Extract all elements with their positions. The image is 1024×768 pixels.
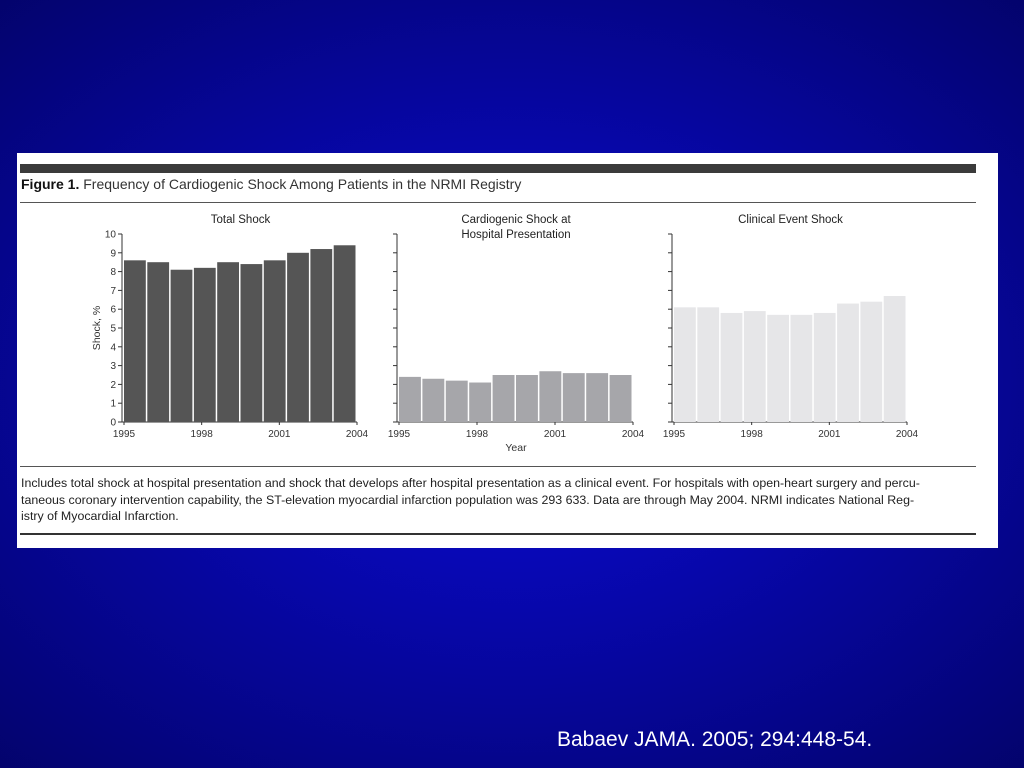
x-axis-label: Year [505,442,527,454]
bar [193,267,216,422]
bar [586,373,609,422]
figure-caption: Includes total shock at hospital present… [21,475,979,525]
x-tick-label: 2001 [544,429,567,440]
x-tick-label: 2004 [896,429,919,440]
y-tick-label: 1 [110,399,116,410]
bar [609,375,632,422]
citation: Babaev JAMA. 2005; 294:448-54. [557,728,873,751]
bar [422,378,445,422]
bar [860,301,883,422]
x-tick-label: 1998 [741,429,764,440]
bar [310,249,333,422]
y-tick-label: 5 [110,324,116,335]
top-rule [20,164,976,173]
bar [240,264,263,422]
bar [124,260,146,422]
bar [263,260,286,422]
bar [697,307,720,422]
bar [445,380,468,422]
chart-title: Cardiogenic Shock at Hospital Presentatio… [461,214,571,241]
x-tick-label: 2001 [818,429,841,440]
bottom-rule [20,533,976,535]
x-tick-label: 1998 [191,429,214,440]
bar [469,382,492,422]
bar [516,375,538,422]
caption-line: istry of Myocardial Infarction. [21,509,179,523]
y-tick-label: 7 [110,286,116,297]
x-tick-label: 1995 [113,429,136,440]
y-tick-label: 2 [110,380,116,391]
bar [170,269,193,422]
bar [883,296,906,422]
bar [492,375,515,422]
bar [720,312,743,422]
caption-line: Includes total shock at hospital present… [21,476,920,490]
x-tick-label: 1995 [388,429,411,440]
bar [674,307,696,422]
x-tick-label: 2004 [622,429,645,440]
bar [767,314,789,422]
x-tick-label: 2004 [346,429,369,440]
bar [837,303,859,422]
y-axis-label: Shock, % [91,306,103,350]
caption-rule [20,466,976,467]
bar [287,252,309,422]
bar [333,245,356,422]
y-tick-label: 8 [110,267,116,278]
figure-title-text: Frequency of Cardiogenic Shock Among Pat… [83,176,522,192]
bar [562,373,585,422]
y-tick-label: 10 [105,230,117,241]
chart-title: Total Shock [211,214,271,226]
bar [539,371,562,422]
bar [217,262,239,422]
caption-line: taneous coronary intervention capability… [21,492,915,507]
charts-area: Total Shock 0 1 2 3 4 5 6 7 8 9 10 1995 1998 2001 2004 S… [91,214,919,454]
x-tick-label: 1995 [663,429,686,440]
chart-title: Clinical Event Shock [738,214,843,226]
bar [399,376,421,422]
figure-panel: Figure 1. Frequency of Cardiogenic Shock… [17,153,998,548]
y-tick-label: 9 [110,248,116,259]
y-tick-label: 3 [110,361,116,372]
y-tick-label: 0 [110,418,116,429]
x-tick-label: 1998 [466,429,489,440]
title-rule [20,202,976,203]
bar [790,314,813,422]
bar [813,312,836,422]
bar [743,311,766,422]
bar [147,262,170,422]
figure-title: Figure 1. Frequency of Cardiogenic Shock… [21,176,521,192]
figure-label: Figure 1. [21,176,80,192]
y-tick-label: 6 [110,305,116,316]
y-tick-label: 4 [110,342,116,353]
x-tick-label: 2001 [268,429,291,440]
